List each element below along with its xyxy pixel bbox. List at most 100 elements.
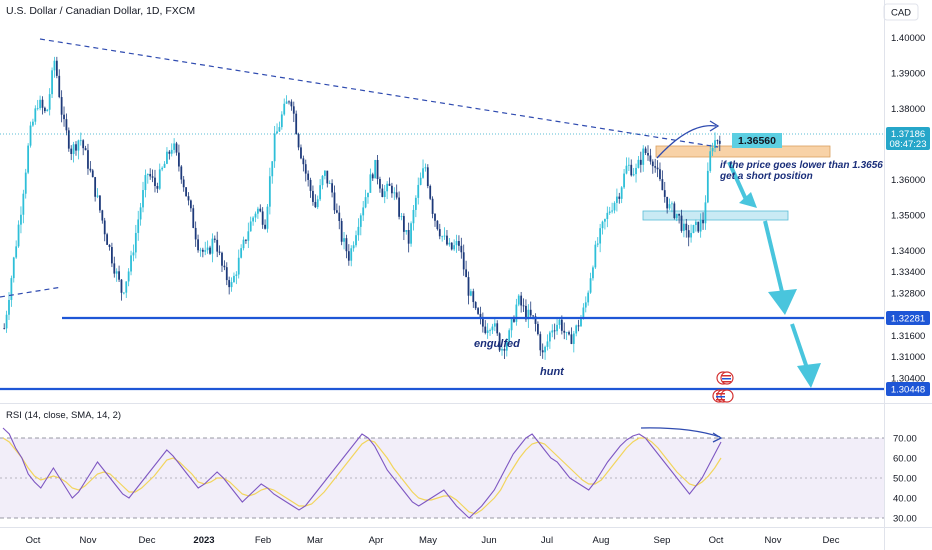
candle-body <box>489 330 491 332</box>
candle-body <box>398 197 400 217</box>
price-tick-label: 1.31600 <box>891 331 925 342</box>
candle-body <box>94 177 97 197</box>
candle-body <box>484 326 487 333</box>
candle-body <box>218 251 221 253</box>
candle-body <box>132 252 135 256</box>
candle-body <box>24 172 27 194</box>
candle-body <box>96 195 99 197</box>
candle-body <box>410 223 412 244</box>
us-flag-icon[interactable] <box>716 371 734 385</box>
candle-body <box>355 235 357 246</box>
candle-body <box>462 252 465 270</box>
price-tick-label: 1.31000 <box>891 352 925 363</box>
candle-body <box>185 187 187 197</box>
candle-body <box>79 140 82 142</box>
demand-zone[interactable] <box>642 210 789 221</box>
time-tick-label: Mar <box>307 535 323 546</box>
price-tick-label: 1.33400 <box>891 267 925 278</box>
hunt-label: hunt <box>540 366 565 378</box>
candle-body <box>405 229 408 232</box>
candle-body <box>472 291 475 303</box>
candles-layer <box>3 56 721 360</box>
candle-body <box>36 108 39 109</box>
candle-body <box>362 207 365 216</box>
candle-body <box>144 175 147 191</box>
candle-body <box>668 204 671 209</box>
candle-body <box>343 238 345 242</box>
candle-body <box>335 210 338 213</box>
time-tick-label: Aug <box>593 535 610 546</box>
rsi-line <box>2 427 722 519</box>
candle-body <box>706 170 709 203</box>
candle-body <box>639 159 642 165</box>
candle-body <box>560 319 563 331</box>
candle-body <box>491 326 494 331</box>
candle-body <box>134 232 137 253</box>
candle-body <box>276 131 278 134</box>
candle-body <box>417 184 420 198</box>
candle-body <box>173 143 176 150</box>
candle-body <box>118 271 120 280</box>
candle-body <box>197 239 199 251</box>
candle-body <box>651 161 654 167</box>
candle-body <box>328 183 331 185</box>
descending-trendline[interactable] <box>39 38 719 148</box>
candle-body <box>163 163 166 168</box>
price-tick-label: 1.40000 <box>891 33 925 44</box>
candle-body <box>39 99 41 109</box>
candle-body <box>594 244 597 268</box>
candle-body <box>340 220 343 242</box>
curved-arrow-top <box>656 124 717 159</box>
candle-body <box>453 245 456 250</box>
level-label-box[interactable] <box>732 133 782 148</box>
candle-body <box>319 185 322 200</box>
candle-body <box>537 323 539 335</box>
candle-body <box>532 315 535 317</box>
candle-body <box>371 174 374 179</box>
projection-arrowhead-3 <box>797 363 821 388</box>
candle-body <box>580 317 582 327</box>
candle-body <box>584 302 587 308</box>
candle-body <box>699 220 702 232</box>
candle-body <box>75 144 77 151</box>
candle-body <box>180 166 183 180</box>
candle-body <box>568 332 570 335</box>
candle-body <box>72 144 75 154</box>
candle-body <box>520 295 523 306</box>
candle-body <box>254 213 257 218</box>
candle-body <box>467 277 470 296</box>
candle-body <box>513 319 515 322</box>
candle-body <box>175 143 178 153</box>
lower-trendline[interactable] <box>0 286 63 298</box>
candle-body <box>338 212 341 221</box>
candle-body <box>680 215 683 231</box>
candle-body <box>209 247 211 254</box>
us-flag-icon[interactable] <box>712 389 734 403</box>
candle-body <box>618 196 621 199</box>
candle-body <box>326 170 329 184</box>
candle-body <box>565 332 568 333</box>
candle-body <box>125 281 128 293</box>
candle-body <box>321 175 324 186</box>
candle-body <box>572 333 575 344</box>
candle-body <box>654 166 657 168</box>
candle-body <box>551 330 554 333</box>
candle-body <box>245 239 247 241</box>
candle-body <box>347 251 350 261</box>
candle-body <box>477 308 479 314</box>
candle-body <box>649 155 652 162</box>
price-axis: 1.400001.390001.380001.370001.360001.350… <box>891 33 925 384</box>
candle-body <box>630 164 633 176</box>
candle-body <box>596 243 599 245</box>
candle-body <box>434 213 436 221</box>
level-label: 1.36560 <box>738 135 776 147</box>
candle-body <box>194 227 197 240</box>
candle-body <box>58 75 61 98</box>
candle-body <box>615 196 618 203</box>
candle-body <box>623 173 625 188</box>
rsi-signal-line <box>2 437 722 515</box>
candle-body <box>247 231 250 241</box>
candle-body <box>575 325 578 334</box>
candle-body <box>534 316 537 324</box>
